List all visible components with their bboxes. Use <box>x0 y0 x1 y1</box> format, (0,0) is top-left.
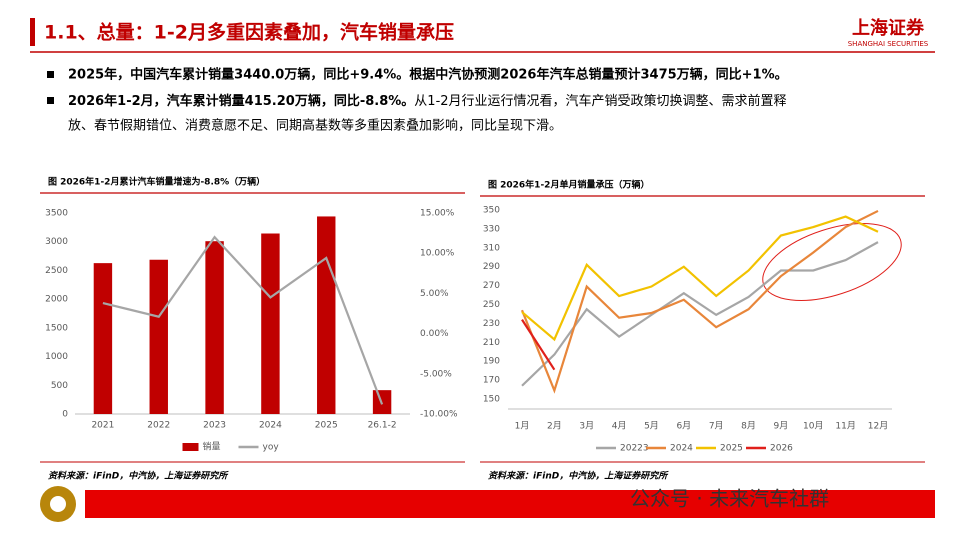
slide-title: 1.1、总量：1-2月多重因素叠加，汽车销量承压 <box>44 21 454 44</box>
x-tick-label: 2025 <box>315 421 338 431</box>
line <box>521 215 879 342</box>
y-tick-label: 0 <box>62 410 68 420</box>
y-tick-label: 330 <box>483 224 500 234</box>
chart-title: 图 2026年1-2月累计汽车销量增速为-8.8%（万辆） <box>48 176 265 188</box>
bullet <box>47 71 54 78</box>
line <box>521 319 556 371</box>
bullet-text: 2025年，中国汽车累计销量3440.0万辆，同比+9.4%。根据中汽协预测20… <box>68 67 788 83</box>
x-tick-label: 2024 <box>259 421 282 431</box>
line <box>102 235 384 405</box>
logo: 上海证券 <box>852 17 925 39</box>
y2-tick-label: 0.00% <box>420 329 449 339</box>
y-tick-label: 350 <box>483 206 500 216</box>
bullet-bold: 2026年1-2月，汽车累计销量415.20万辆，同比-8.8%。 <box>68 93 414 109</box>
chart-title: 图 2026年1-2月单月销量承压（万辆） <box>488 179 649 191</box>
y-tick-label: 3500 <box>45 209 68 219</box>
legend-label: 2026 <box>770 444 793 454</box>
x-tick-label: 2月 <box>547 421 562 432</box>
bullet <box>47 97 54 104</box>
x-tick-label: 6月 <box>676 421 691 432</box>
y-tick-label: 1500 <box>45 323 68 333</box>
y-tick-label: 2500 <box>45 266 68 276</box>
y-tick-label: 290 <box>483 262 500 272</box>
title-accent <box>30 18 35 46</box>
bullet-text: 2026年1-2月，汽车累计销量415.20万辆，同比-8.8%。从1-2月行业… <box>68 93 787 109</box>
line <box>521 241 879 387</box>
y-tick-label: 1000 <box>45 352 68 362</box>
y2-tick-label: 10.00% <box>420 249 455 259</box>
y-tick-label: 170 <box>483 376 500 386</box>
legend-label: yoy <box>263 443 280 453</box>
legend-label: 2024 <box>670 444 693 454</box>
y-tick-label: 210 <box>483 338 500 348</box>
bar <box>149 259 168 414</box>
y-tick-label: 500 <box>51 381 68 391</box>
y-tick-label: 2000 <box>45 295 68 305</box>
x-tick-label: 1月 <box>515 421 530 432</box>
legend-label: 销量 <box>203 441 221 453</box>
y-tick-label: 250 <box>483 300 500 310</box>
bar <box>93 263 113 414</box>
y-tick-label: 150 <box>483 395 500 405</box>
bar <box>317 216 336 414</box>
y-tick-label: 3000 <box>45 237 68 247</box>
x-tick-label: 12月 <box>868 421 888 432</box>
x-tick-label: 26.1-2 <box>368 421 397 431</box>
y-tick-label: 190 <box>483 357 500 367</box>
x-tick-label: 11月 <box>835 421 855 432</box>
source: 资料来源：iFinD，中汽协，上海证券研究所 <box>48 471 229 482</box>
legend-label: 20223 <box>620 444 649 454</box>
line <box>520 209 879 394</box>
y-tick-label: 230 <box>483 319 500 329</box>
x-tick-label: 2023 <box>203 421 226 431</box>
y2-tick-label: 15.00% <box>420 209 455 219</box>
x-tick-label: 3月 <box>579 421 594 432</box>
bar <box>205 241 224 414</box>
y-tick-label: 270 <box>483 281 500 291</box>
x-tick-label: 7月 <box>709 421 724 432</box>
y2-tick-label: 5.00% <box>420 289 449 299</box>
logo-sub: SHANGHAI SECURITIES <box>848 40 929 48</box>
bar <box>261 233 280 414</box>
x-tick-label: 10月 <box>803 421 823 432</box>
x-tick-label: 9月 <box>774 421 789 432</box>
x-tick-label: 2021 <box>91 421 114 431</box>
watermark: 公众号 · 未来汽车社群 <box>630 487 829 511</box>
bullet-text: 放、春节假期错位、消费意愿不足、同期高基数等多重因素叠加影响，同比呈现下滑。 <box>68 118 562 134</box>
y2-tick-label: -5.00% <box>420 369 452 379</box>
highlight-ellipse <box>762 223 902 301</box>
bullet-normal: 从1-2月行业运行情况看，汽车产销受政策切换调整、需求前置释 <box>414 93 786 109</box>
x-tick-label: 8月 <box>741 421 756 432</box>
x-tick-label: 5月 <box>644 421 659 432</box>
y2-tick-label: -10.00% <box>420 410 458 420</box>
x-tick-label: 2022 <box>147 421 170 431</box>
source: 资料来源：iFinD，中汽协，上海证券研究所 <box>488 471 669 482</box>
x-tick-label: 4月 <box>612 421 627 432</box>
y-tick-label: 310 <box>483 243 500 253</box>
legend-label: 2025 <box>720 444 743 454</box>
footer-bar <box>85 490 935 518</box>
footer-logo-inner <box>50 496 66 512</box>
legend-swatch <box>182 443 199 451</box>
